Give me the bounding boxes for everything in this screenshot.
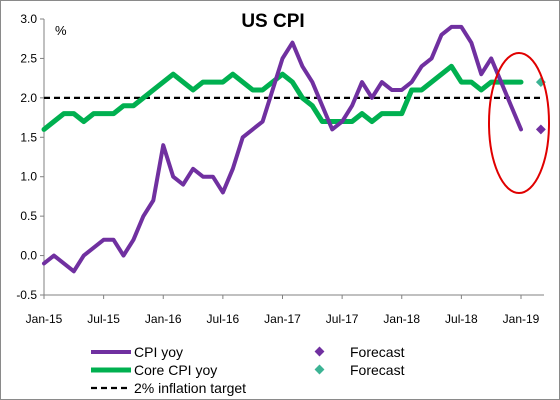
x-tick-label: Jul-17 <box>326 312 359 326</box>
x-tick-label: Jul-15 <box>87 312 120 326</box>
legend-label-cpi: CPI yoy <box>134 344 183 360</box>
y-unit-label: % <box>55 23 67 38</box>
forecast-marker-cpi <box>535 124 546 135</box>
legend-label-core: Core CPI yoy <box>134 362 217 378</box>
legend: CPI yoy Core CPI yoy 2% inflation target… <box>91 344 405 396</box>
legend-label-target: 2% inflation target <box>134 380 246 396</box>
x-tick-label: Jul-16 <box>207 312 240 326</box>
series-line-core-cpi <box>41 63 524 132</box>
x-tick-label: Jan-15 <box>26 312 63 326</box>
x-tick-label: Jan-18 <box>383 312 420 326</box>
x-tick-label: Jan-17 <box>264 312 301 326</box>
legend-label-forecast-cpi: Forecast <box>350 344 405 360</box>
x-tick-label: Jan-19 <box>503 312 540 326</box>
chart-title: US CPI <box>241 11 304 32</box>
y-tick-label: 1.0 <box>20 170 37 184</box>
legend-marker-forecast-core <box>314 364 325 375</box>
y-tick-label: 0.0 <box>20 249 37 263</box>
y-tick-label: 1.5 <box>20 130 37 144</box>
y-ticks: -0.5 0.0 0.5 1.0 1.5 2.0 2.5 3.0 <box>16 12 44 302</box>
y-tick-label: 0.5 <box>20 209 37 223</box>
x-tick-label: Jul-18 <box>445 312 478 326</box>
y-tick-label: 2.0 <box>20 91 37 105</box>
series-line-cpi <box>42 24 523 274</box>
legend-marker-forecast-cpi <box>314 346 325 357</box>
legend-label-forecast-core: Forecast <box>350 362 405 378</box>
y-tick-label: -0.5 <box>16 288 37 302</box>
y-tick-label: 3.0 <box>20 12 37 26</box>
x-ticks: Jan-15 Jul-15 Jan-16 Jul-16 Jan-17 Jul-17 Jan-… <box>26 295 540 326</box>
x-tick-label: Jan-16 <box>145 312 182 326</box>
forecast-highlight-ellipse <box>488 52 550 194</box>
y-tick-label: 2.5 <box>20 51 37 65</box>
